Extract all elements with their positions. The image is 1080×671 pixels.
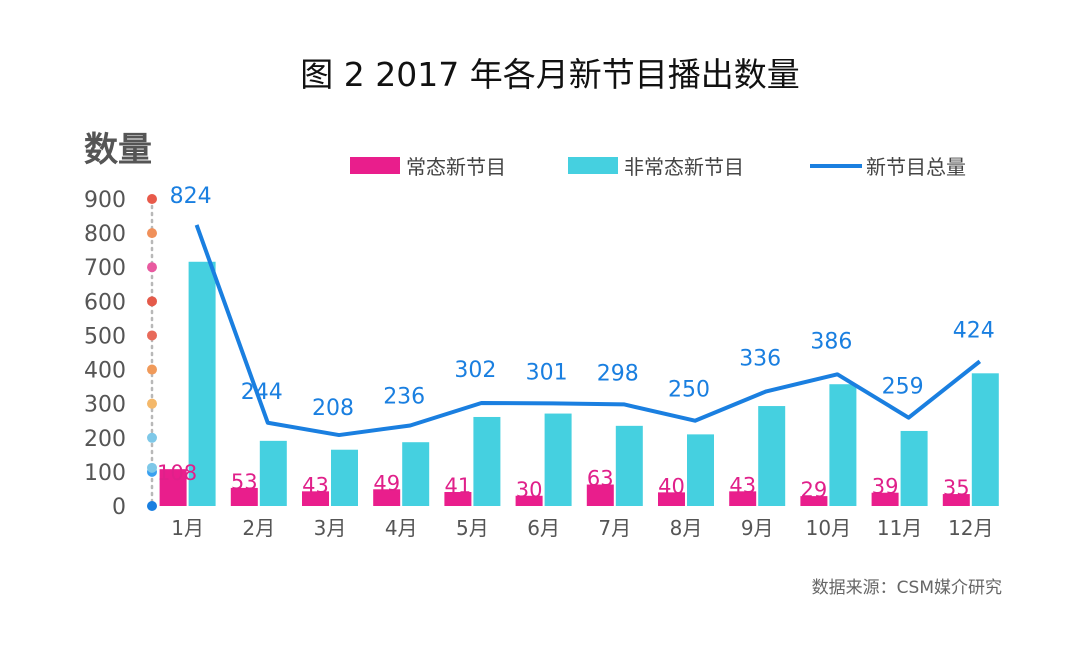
bar-nonregular-4月 xyxy=(402,442,430,506)
y-tick-label-400: 400 xyxy=(84,359,126,384)
bar-nonregular-6月 xyxy=(544,413,572,506)
y-axis-dot-200 xyxy=(147,432,157,443)
legend-swatch-nonregular xyxy=(568,157,618,174)
line-total xyxy=(194,224,982,438)
y-axis-dot-mid xyxy=(147,462,157,473)
y-axis-dot-300 xyxy=(147,398,157,409)
bar-nonregular-5月 xyxy=(473,416,501,506)
bar-regular-11月 xyxy=(871,492,899,506)
legend-label-total: 新节目总量 xyxy=(866,155,966,179)
y-axis-dot-800 xyxy=(147,228,157,239)
bar-regular-10月 xyxy=(800,496,828,506)
x-tick-label-4月: 4月 xyxy=(385,516,418,540)
bar-regular-6月 xyxy=(515,495,543,506)
bar-nonregular-7月 xyxy=(615,425,643,506)
x-tick-label-3月: 3月 xyxy=(314,516,347,540)
bar-regular-8月 xyxy=(658,492,685,506)
bar-regular-9月 xyxy=(729,491,757,506)
data-labels-group: 108 53 43 49 41 30 63 40 43 29 39 35 824 244 208 236 302… xyxy=(157,184,995,502)
data-label-total-11月: 259 xyxy=(882,375,924,400)
bar-regular-1月 xyxy=(159,469,187,506)
bar-nonregular-9月 xyxy=(758,406,786,506)
data-label-regular-5月: 41 xyxy=(445,474,472,498)
x-tick-label-11月: 11月 xyxy=(877,516,922,540)
x-tick-label-6月: 6月 xyxy=(527,516,560,540)
bar-regular-12月 xyxy=(942,494,970,506)
bar-regular-4月 xyxy=(373,489,401,506)
bar-nonregular-12月 xyxy=(971,373,999,506)
legend-label-regular: 常态新节目 xyxy=(406,155,506,179)
y-axis-dot-600 xyxy=(147,296,157,307)
data-label-regular-11月: 39 xyxy=(872,475,899,499)
bar-regular-7月 xyxy=(586,484,614,506)
y-tick-label-200: 200 xyxy=(84,427,126,452)
data-label-total-10月: 386 xyxy=(810,329,852,354)
data-label-regular-2月: 53 xyxy=(231,470,258,494)
data-label-total-3月: 208 xyxy=(312,396,354,421)
bar-regular-5月 xyxy=(444,492,472,506)
data-label-total-5月: 302 xyxy=(454,358,496,383)
data-label-regular-9月: 43 xyxy=(729,473,756,497)
x-tick-label-8月: 8月 xyxy=(670,516,703,540)
y-tick-label-800: 800 xyxy=(84,222,126,247)
x-tick-label-9月: 9月 xyxy=(741,516,774,540)
data-label-regular-10月: 29 xyxy=(801,478,828,502)
bars-group xyxy=(159,261,999,506)
x-tick-label-2月: 2月 xyxy=(242,516,275,540)
y-tick-label-700: 700 xyxy=(84,256,126,281)
data-label-total-6月: 301 xyxy=(526,360,568,385)
bar-regular-3月 xyxy=(302,491,329,506)
legend-swatch-regular xyxy=(350,157,400,174)
x-tick-label-12月: 12月 xyxy=(948,516,993,540)
y-axis-dot-0 xyxy=(147,501,157,511)
y-tick-label-500: 500 xyxy=(84,324,126,349)
data-label-total-8月: 250 xyxy=(668,378,710,403)
y-tick-label-100: 100 xyxy=(84,461,126,486)
x-axis: 1月 2月 3月 4月 5月 6月 7月 8月 9月 10月 11月 12月 xyxy=(171,516,993,540)
data-label-total-1月: 824 xyxy=(170,184,212,209)
data-label-total-2月: 244 xyxy=(241,380,283,405)
data-label-regular-4月: 49 xyxy=(373,471,400,495)
legend-label-nonregular: 非常态新节目 xyxy=(624,155,744,179)
x-tick-label-10月: 10月 xyxy=(806,516,851,540)
data-label-regular-6月: 30 xyxy=(516,478,543,502)
y-axis-dot-400 xyxy=(147,364,157,375)
bar-nonregular-10月 xyxy=(829,384,857,506)
data-label-regular-12月: 35 xyxy=(943,476,970,500)
y-tick-label-600: 600 xyxy=(84,290,126,315)
bar-nonregular-1月 xyxy=(188,261,216,506)
y-axis-label: 数量 xyxy=(84,130,152,170)
y-axis-dot-700 xyxy=(147,262,157,273)
x-tick-label-5月: 5月 xyxy=(456,516,489,540)
y-axis-dot-500 xyxy=(147,330,157,341)
bar-nonregular-11月 xyxy=(900,430,928,506)
y-axis: 0 100 200 300 400 500 600 700 800 900 xyxy=(84,188,157,520)
y-axis-dot-900 xyxy=(147,194,157,204)
y-tick-label-0: 0 xyxy=(112,495,126,520)
x-tick-label-7月: 7月 xyxy=(598,516,631,540)
chart-title: 图 2 2017 年各月新节目播出数量 xyxy=(300,55,799,94)
bar-nonregular-8月 xyxy=(687,434,714,506)
data-label-total-12月: 424 xyxy=(953,318,995,343)
data-label-total-9月: 336 xyxy=(739,346,781,371)
bar-nonregular-2月 xyxy=(259,440,287,506)
line-group xyxy=(194,224,982,438)
data-label-regular-8月: 40 xyxy=(658,474,685,498)
bar-nonregular-3月 xyxy=(331,449,358,506)
y-tick-label-300: 300 xyxy=(84,393,126,418)
data-label-regular-3月: 43 xyxy=(302,473,329,497)
legend: 常态新节目 非常态新节目 新节目总量 xyxy=(350,155,966,179)
bar-regular-2月 xyxy=(230,487,258,506)
source-note: 数据来源：CSM媒介研究 xyxy=(812,578,1002,598)
data-label-total-7月: 298 xyxy=(597,361,639,386)
data-label-total-4月: 236 xyxy=(383,384,425,409)
x-tick-label-1月: 1月 xyxy=(171,516,204,540)
y-tick-label-900: 900 xyxy=(84,188,126,213)
data-label-regular-1月: 108 xyxy=(157,461,197,485)
data-label-regular-7月: 63 xyxy=(587,467,614,491)
